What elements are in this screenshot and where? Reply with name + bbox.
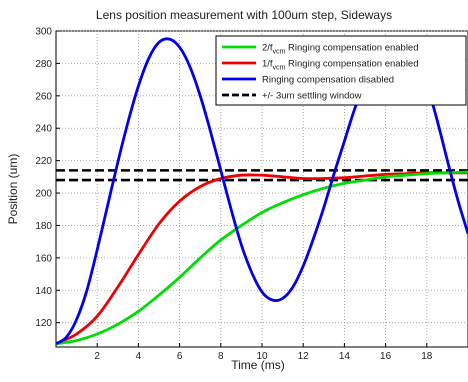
chart-title: Lens position measurement with 100um ste… xyxy=(96,8,392,22)
x-tick-label: 2 xyxy=(94,351,100,362)
y-tick-label: 140 xyxy=(35,286,52,297)
y-tick-label: 240 xyxy=(35,124,52,135)
y-tick-label: 200 xyxy=(35,189,52,200)
x-tick-label: 18 xyxy=(421,351,433,362)
legend-label-suffix: Ringing compensation enabled xyxy=(285,59,418,70)
legend: 2/fvcm Ringing compensation enabled 1/fvc… xyxy=(215,35,467,106)
x-tick-label: 16 xyxy=(380,351,392,362)
y-tick-label: 220 xyxy=(35,156,52,167)
y-tick-label: 260 xyxy=(35,91,52,102)
y-axis-label: Position (um) xyxy=(6,154,20,225)
y-tick-label: 300 xyxy=(35,27,52,38)
legend-label: +/- 3um settling window xyxy=(262,91,362,102)
y-tick-label: 280 xyxy=(35,59,52,70)
y-tick-label: 120 xyxy=(35,318,52,329)
x-axis-label: Time (ms) xyxy=(231,358,285,372)
x-tick-label: 10 xyxy=(256,351,268,362)
y-tick-label: 160 xyxy=(35,253,52,264)
legend-label: Ringing compensation disabled xyxy=(262,75,394,86)
legend-label: 1/fvcm Ringing compensation enabled xyxy=(262,59,419,72)
series-2f-line xyxy=(56,170,468,346)
y-tick-label: 180 xyxy=(35,221,52,232)
x-tick-label: 6 xyxy=(177,351,183,362)
legend-label-suffix: Ringing compensation enabled xyxy=(285,43,418,54)
x-tick-label: 4 xyxy=(136,351,142,362)
x-tick-label: 8 xyxy=(218,351,224,362)
legend-label-subscript: vcm xyxy=(273,49,286,56)
axis-ticks: 2 4 6 8 10 12 14 16 18 120 140 160 180 200 220 240 260 28… xyxy=(35,27,432,363)
legend-label-subscript: vcm xyxy=(273,65,286,72)
x-tick-label: 14 xyxy=(339,351,351,362)
legend-box xyxy=(215,35,467,106)
x-tick-label: 12 xyxy=(298,351,310,362)
legend-label: 2/fvcm Ringing compensation enabled xyxy=(262,43,419,56)
series-1f-line xyxy=(56,171,468,346)
